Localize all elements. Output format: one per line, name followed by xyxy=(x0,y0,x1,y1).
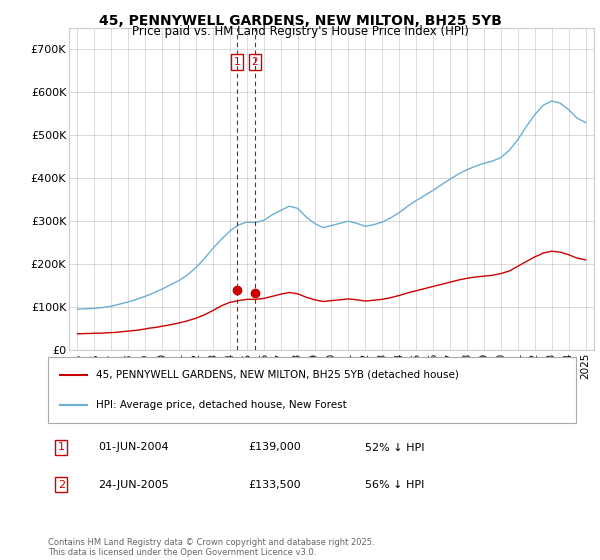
Text: HPI: Average price, detached house, New Forest: HPI: Average price, detached house, New … xyxy=(95,400,346,410)
Text: Contains HM Land Registry data © Crown copyright and database right 2025.
This d: Contains HM Land Registry data © Crown c… xyxy=(48,538,374,557)
Text: 24-JUN-2005: 24-JUN-2005 xyxy=(98,480,169,490)
Text: £133,500: £133,500 xyxy=(248,480,301,490)
Text: 1: 1 xyxy=(58,442,65,452)
Text: 01-JUN-2004: 01-JUN-2004 xyxy=(98,442,169,452)
Text: 2: 2 xyxy=(58,480,65,490)
Text: £139,000: £139,000 xyxy=(248,442,301,452)
Text: 56% ↓ HPI: 56% ↓ HPI xyxy=(365,480,424,490)
Text: 1: 1 xyxy=(233,57,241,67)
Text: 2: 2 xyxy=(251,57,258,67)
Text: Price paid vs. HM Land Registry's House Price Index (HPI): Price paid vs. HM Land Registry's House … xyxy=(131,25,469,38)
Text: 45, PENNYWELL GARDENS, NEW MILTON, BH25 5YB (detached house): 45, PENNYWELL GARDENS, NEW MILTON, BH25 … xyxy=(95,370,458,380)
FancyBboxPatch shape xyxy=(48,357,576,423)
Text: 52% ↓ HPI: 52% ↓ HPI xyxy=(365,442,424,452)
Text: 45, PENNYWELL GARDENS, NEW MILTON, BH25 5YB: 45, PENNYWELL GARDENS, NEW MILTON, BH25 … xyxy=(98,14,502,28)
